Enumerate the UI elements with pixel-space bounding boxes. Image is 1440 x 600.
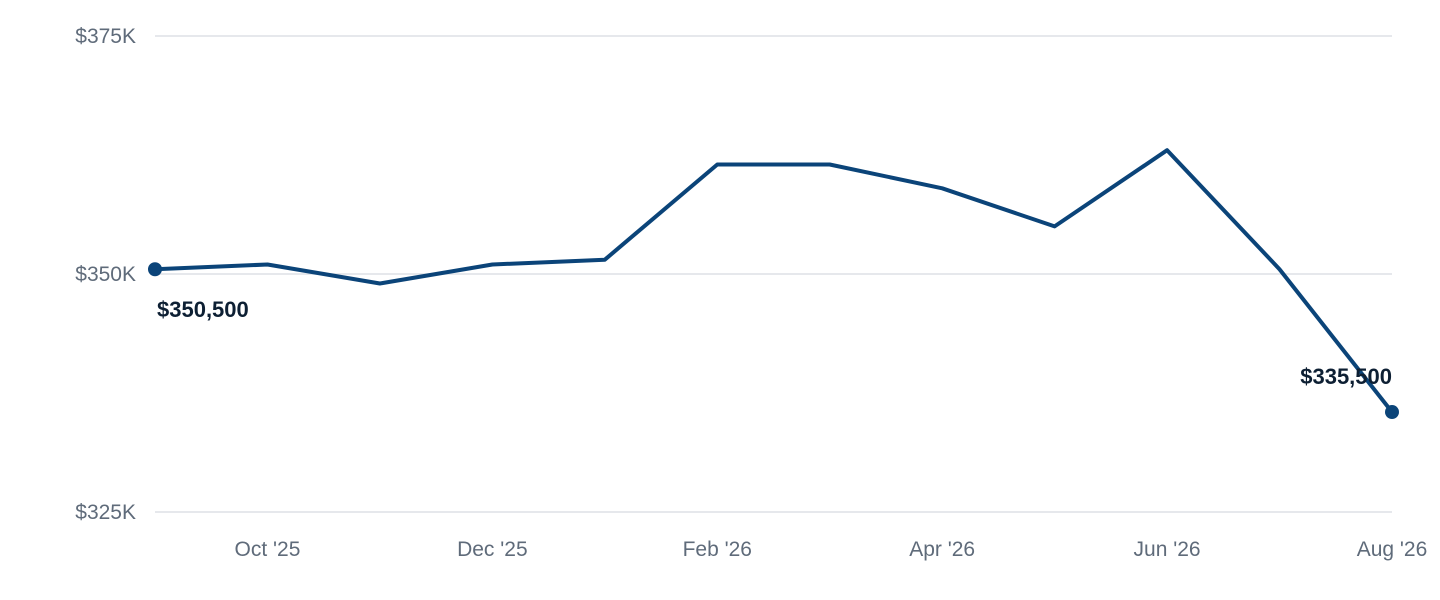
y-tick-label: $350K — [75, 263, 136, 286]
x-tick-label: Jun '26 — [1134, 538, 1201, 561]
x-tick-label: Dec '25 — [457, 538, 528, 561]
y-tick-label: $325K — [75, 501, 136, 524]
data-label: $350,500 — [157, 297, 249, 322]
y-tick-label: $375K — [75, 25, 136, 48]
data-point-marker — [148, 262, 162, 277]
x-axis: Oct '25 Dec '25 Feb '26 Apr '26 Jun '26 Aug '… — [235, 538, 1428, 561]
data-point-marker — [1385, 405, 1399, 420]
y-grid: $325K $350K $375K — [75, 25, 1392, 524]
series-line — [153, 148, 1394, 414]
x-tick-label: Apr '26 — [909, 538, 975, 561]
x-tick-label: Oct '25 — [235, 538, 301, 561]
data-label: $335,500 — [1300, 364, 1392, 389]
x-tick-label: Feb '26 — [683, 538, 752, 561]
x-tick-label: Aug '26 — [1357, 538, 1428, 561]
